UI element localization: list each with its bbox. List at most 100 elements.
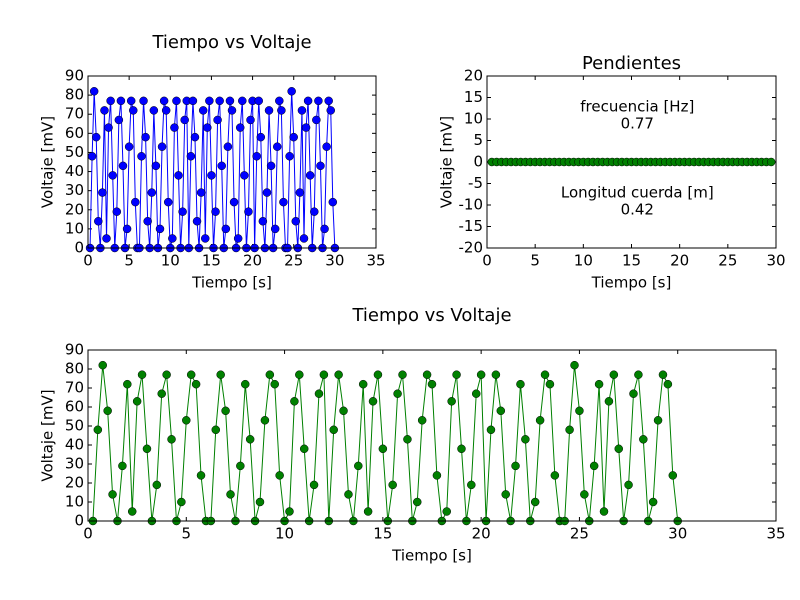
data-point	[270, 224, 280, 234]
data-point	[476, 370, 486, 379]
data-point	[486, 425, 496, 435]
data-point	[766, 157, 776, 167]
data-point	[118, 461, 127, 471]
x-tick-label: 35	[366, 252, 385, 270]
data-point	[295, 188, 305, 197]
data-point	[229, 197, 239, 207]
data-point	[203, 123, 212, 132]
data-point	[132, 397, 142, 406]
data-point	[264, 106, 274, 115]
data-point	[393, 389, 402, 398]
data-point	[305, 171, 315, 180]
data-point	[285, 152, 294, 161]
data-point	[314, 389, 324, 398]
data-point	[329, 425, 338, 435]
data-point	[322, 142, 331, 151]
y-tick-label: 20	[65, 200, 84, 218]
data-point	[254, 96, 263, 106]
y-tick-label: 20	[464, 67, 483, 85]
chart-title: Pendientes	[582, 53, 681, 74]
data-point	[287, 87, 296, 96]
data-point	[540, 370, 550, 379]
data-point	[217, 161, 226, 171]
annotation: Longitud cuerda [m]	[561, 183, 714, 201]
data-point	[118, 161, 128, 171]
y-tick-label: 50	[65, 417, 84, 435]
data-point	[316, 161, 325, 171]
y-tick-label: 60	[65, 398, 84, 416]
data-point	[141, 132, 150, 142]
data-point	[511, 461, 520, 471]
data-point	[223, 142, 233, 151]
series-line	[92, 365, 679, 523]
x-tick-label: 15	[622, 252, 641, 270]
y-axis-label: Voltaje [mV]	[39, 116, 57, 208]
data-point	[112, 207, 122, 216]
y-tick-label: 70	[65, 379, 84, 397]
x-tick-label: 20	[670, 252, 689, 270]
data-point	[152, 480, 162, 490]
data-point	[155, 224, 165, 234]
data-point	[299, 444, 309, 454]
x-tick-label: 5	[182, 525, 192, 543]
data-point	[149, 106, 159, 115]
data-point	[246, 115, 255, 125]
data-point	[614, 444, 623, 454]
x-axis-label: Tiempo [s]	[591, 274, 672, 292]
data-point	[580, 490, 589, 499]
data-point	[172, 96, 181, 106]
data-point	[129, 106, 138, 115]
data-point	[447, 397, 456, 406]
data-point	[295, 370, 304, 379]
data-point	[491, 370, 501, 379]
data-point	[221, 224, 231, 234]
data-point	[157, 142, 167, 151]
annotation: 0.42	[621, 201, 654, 219]
data-point	[530, 497, 540, 507]
x-tick-label: 10	[275, 525, 294, 543]
data-point	[589, 461, 599, 471]
x-tick-label: 20	[472, 525, 491, 543]
data-point	[100, 106, 109, 115]
data-point	[151, 161, 161, 171]
data-point	[91, 132, 101, 142]
y-tick-label: 0	[74, 512, 84, 530]
data-point	[550, 471, 560, 480]
data-point	[201, 234, 210, 243]
chart-title: Tiempo vs Voltaje	[151, 32, 311, 53]
data-point	[178, 207, 187, 216]
data-point	[207, 171, 216, 180]
data-point	[116, 96, 126, 106]
data-point	[235, 123, 245, 132]
data-point	[575, 406, 584, 416]
data-point	[238, 96, 247, 106]
data-point	[167, 435, 176, 444]
data-point	[467, 480, 476, 490]
y-tick-label: 90	[65, 67, 84, 85]
data-point	[177, 497, 186, 507]
data-point	[277, 106, 286, 115]
chart-title: Tiempo vs Voltaje	[351, 305, 511, 326]
data-point	[270, 379, 279, 389]
y-tick-label: 5	[473, 131, 483, 149]
data-point	[471, 389, 481, 398]
data-point	[196, 471, 206, 480]
x-tick-label: 5	[530, 252, 540, 270]
data-point	[432, 471, 442, 480]
y-tick-label: -5	[468, 174, 483, 192]
y-axis-label: Voltaje [mV]	[39, 389, 57, 481]
data-point	[127, 507, 137, 516]
x-tick-label: 10	[574, 252, 593, 270]
y-tick-label: 15	[464, 88, 483, 106]
data-point	[291, 216, 301, 226]
data-point	[227, 106, 237, 115]
data-point	[163, 197, 173, 207]
data-point	[256, 132, 266, 142]
data-point	[260, 416, 270, 425]
data-point	[168, 234, 177, 243]
data-point	[422, 370, 432, 379]
data-point	[137, 152, 146, 161]
data-point	[275, 96, 284, 106]
data-point	[319, 370, 329, 379]
y-tick-label: 90	[65, 341, 84, 359]
